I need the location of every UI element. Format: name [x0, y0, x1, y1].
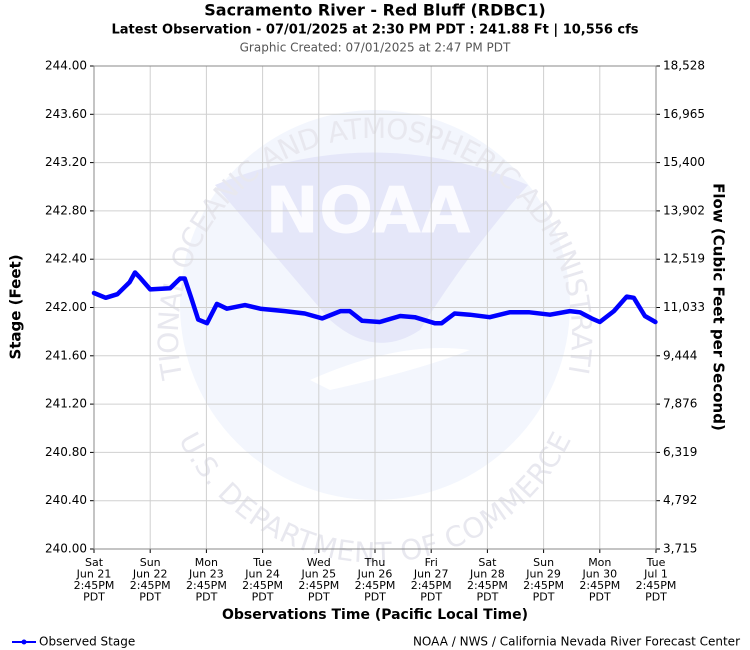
x-tick-label: Tue Jun 24 2:45PM PDT	[242, 556, 283, 604]
y2-tick-label: 15,400	[663, 155, 705, 169]
watermark: NATIONAL OCEANIC AND ATMOSPHERIC ADMINIS…	[0, 0, 598, 570]
x-tick-label: Sun Jun 29 2:45PM PDT	[523, 556, 564, 604]
y-tick-label: 240.00	[45, 542, 87, 556]
legend-marker	[21, 639, 27, 645]
y-tick-label: 241.60	[45, 348, 87, 362]
y2-axis-label: Flow (Cubic Feet per Second)	[710, 183, 728, 431]
y-tick-label: 244.00	[45, 59, 87, 73]
y-tick-label: 240.40	[45, 493, 87, 507]
legend: Observed Stage	[12, 635, 135, 649]
y2-tick-label: 16,965	[663, 107, 705, 121]
x-tick-label: Wed Jun 25 2:45PM PDT	[298, 556, 339, 604]
y2-tick-label: 9,444	[663, 348, 697, 362]
watermark-bird	[215, 152, 528, 343]
x-tick-label: Thu Jun 26 2:45PM PDT	[355, 556, 396, 604]
y2-tick-label: 18,528	[663, 59, 705, 73]
x-tick-label: Mon Jun 23 2:45PM PDT	[186, 556, 227, 604]
y2-tick-label: 11,033	[663, 300, 705, 314]
x-tick-label: Fri Jun 27 2:45PM PDT	[411, 556, 452, 604]
series-line	[91, 270, 658, 326]
y2-tick-label: 13,902	[663, 203, 705, 217]
x-tick-label: Sun Jun 22 2:45PM PDT	[130, 556, 171, 604]
created-note: Graphic Created: 07/01/2025 at 2:47 PM P…	[240, 41, 511, 55]
watermark-logo: NOAA	[265, 175, 471, 249]
x-axis-label: Observations Time (Pacific Local Time)	[222, 607, 528, 623]
y-tick-label: 243.60	[45, 107, 87, 121]
x-tick-label: Mon Jun 30 2:45PM PDT	[579, 556, 620, 604]
credit: NOAA / NWS / California Nevada River For…	[413, 635, 740, 649]
y-tick-label: 243.20	[45, 155, 87, 169]
y2-tick-label: 7,876	[663, 397, 697, 411]
plot-frame	[93, 65, 657, 550]
chart-title: Sacramento River - Red Bluff (RDBC1)	[204, 1, 545, 20]
y2-tick-label: 6,319	[663, 445, 697, 459]
y-tick-label: 241.20	[45, 397, 87, 411]
x-tick-label: Sat Jun 28 2:45PM PDT	[467, 556, 508, 604]
chart-subtitle: Latest Observation - 07/01/2025 at 2:30 …	[111, 23, 638, 38]
y-axis-label: Stage (Feet)	[7, 254, 25, 359]
y2-tick-label: 3,715	[663, 542, 697, 556]
y2-tick-label: 12,519	[663, 252, 705, 266]
y-tick-label: 242.40	[45, 252, 87, 266]
y2-tick-label: 4,792	[663, 493, 697, 507]
x-tick-label: Sat Jun 21 2:45PM PDT	[74, 556, 115, 604]
legend-label: Observed Stage	[39, 635, 135, 649]
y-tick-label: 240.80	[45, 445, 87, 459]
watermark-wave	[310, 348, 470, 390]
y-tick-label: 242.00	[45, 300, 87, 314]
x-tick-label: Tue Jul 1 2:45PM PDT	[636, 556, 677, 604]
y-tick-label: 242.80	[45, 203, 87, 217]
